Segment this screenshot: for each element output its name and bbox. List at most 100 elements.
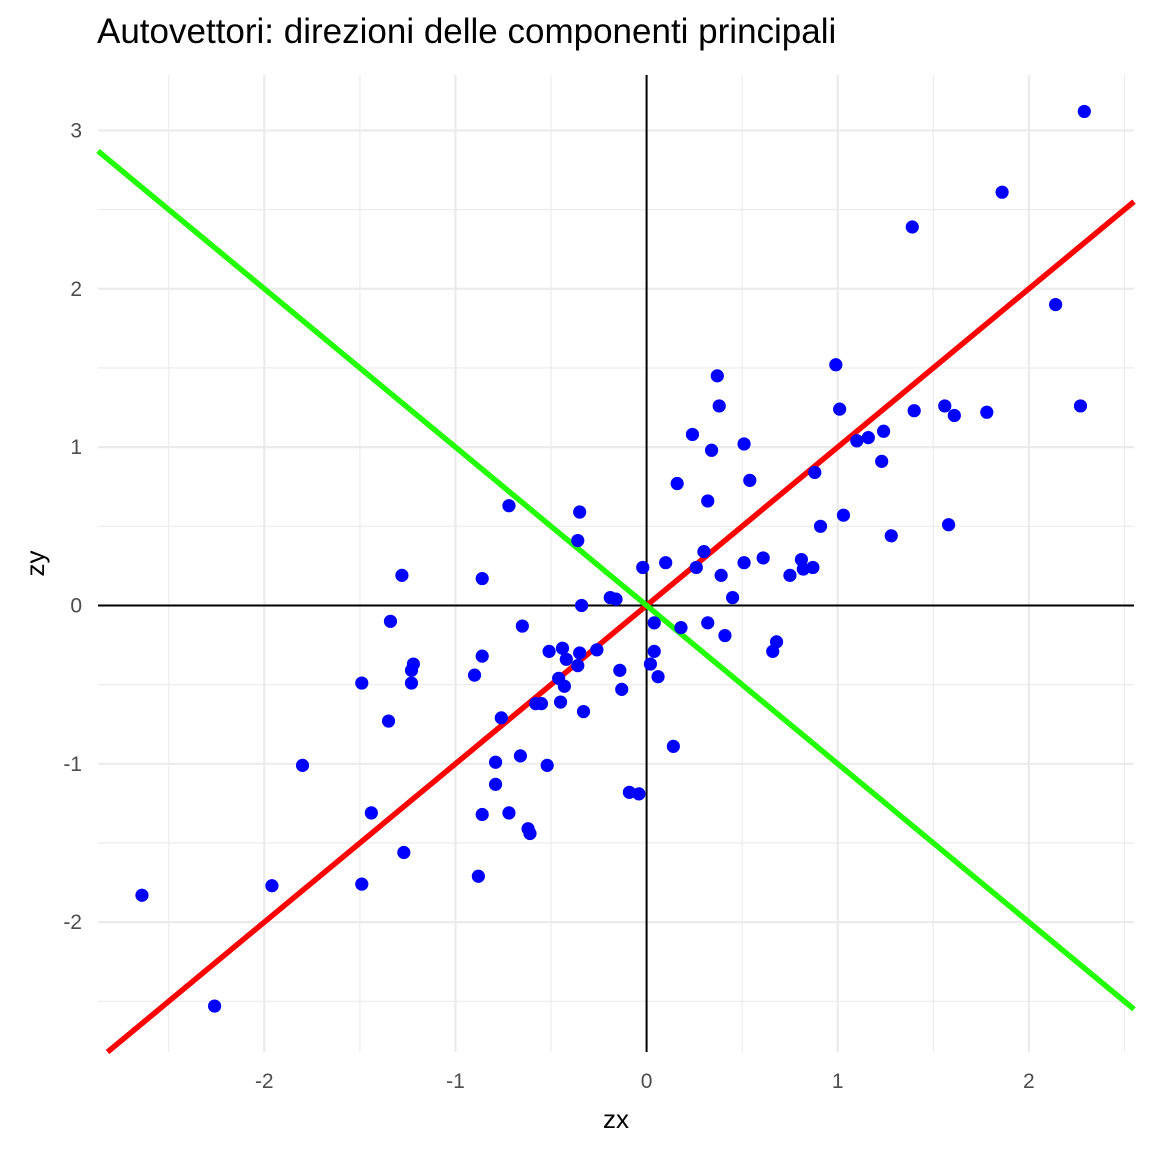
data-point — [875, 454, 889, 468]
data-point — [947, 408, 961, 423]
data-point — [697, 545, 711, 559]
data-point — [355, 877, 369, 891]
data-point — [395, 568, 409, 582]
data-point — [397, 845, 411, 860]
data-point — [573, 646, 587, 660]
data-point — [404, 676, 419, 690]
x-tick-label: -1 — [446, 1070, 465, 1093]
eigenvector-line-2 — [96, 148, 1136, 1012]
data-point — [808, 465, 822, 480]
data-point — [513, 749, 528, 763]
data-point — [559, 652, 573, 666]
data-point — [574, 598, 589, 613]
data-point — [737, 437, 751, 451]
data-point — [1049, 298, 1063, 312]
data-point — [471, 869, 485, 883]
data-point — [829, 358, 843, 372]
data-point — [674, 621, 688, 635]
x-axis-title: zx — [603, 1104, 629, 1134]
data-point — [794, 552, 809, 567]
data-point — [475, 649, 489, 663]
data-point — [295, 758, 310, 772]
grid-minor — [98, 75, 1134, 1052]
data-point — [756, 551, 770, 565]
data-point — [207, 999, 222, 1013]
data-point — [555, 641, 570, 655]
data-point — [475, 571, 489, 586]
data-point — [467, 668, 482, 682]
data-point — [938, 399, 952, 413]
data-point — [571, 533, 585, 548]
data-point — [941, 518, 956, 532]
data-point — [613, 663, 627, 677]
y-tick-label: -2 — [63, 911, 82, 934]
data-point — [884, 529, 898, 543]
data-point — [404, 663, 419, 677]
data-point — [701, 494, 715, 508]
data-point — [861, 431, 875, 445]
data-point — [636, 560, 650, 575]
data-point — [701, 616, 715, 630]
data-point — [850, 434, 864, 448]
data-point — [609, 592, 623, 606]
data-point — [135, 888, 149, 902]
data-point — [685, 427, 700, 442]
data-point — [488, 755, 503, 769]
y-axis-title: zy — [20, 551, 50, 577]
data-point — [515, 619, 529, 633]
data-point — [1073, 399, 1088, 413]
data-point — [666, 739, 680, 753]
data-point — [737, 556, 751, 570]
x-tick-label: 1 — [832, 1070, 844, 1093]
data-point — [557, 679, 571, 693]
data-point — [833, 402, 847, 416]
data-point — [995, 185, 1009, 199]
data-point — [542, 644, 556, 658]
plot-panel — [98, 75, 1134, 1052]
y-axis-ticks: -2 -1 0 1 2 3 — [63, 119, 82, 934]
data-point — [364, 806, 378, 820]
data-point — [689, 560, 703, 575]
data-point — [877, 424, 891, 438]
data-point — [529, 697, 543, 711]
data-point — [659, 556, 673, 570]
data-point — [494, 711, 508, 725]
x-tick-label: 2 — [1023, 1070, 1035, 1093]
y-tick-label: 0 — [70, 594, 82, 617]
y-tick-label: 3 — [70, 119, 82, 142]
direction-lines — [96, 148, 1136, 1055]
y-tick-label: 1 — [70, 436, 82, 459]
data-point — [980, 405, 994, 419]
data-point — [553, 695, 568, 709]
data-point — [355, 676, 369, 690]
y-tick-label: -1 — [63, 753, 82, 776]
data-point — [475, 807, 489, 822]
data-point — [712, 399, 726, 413]
data-point — [651, 670, 665, 684]
data-point — [265, 879, 279, 893]
data-point — [710, 369, 724, 383]
y-tick-label: 2 — [70, 278, 82, 301]
x-tick-label: -2 — [255, 1070, 274, 1093]
data-point — [488, 777, 503, 791]
data-point — [1077, 104, 1091, 119]
data-point — [743, 473, 757, 487]
data-point — [704, 443, 719, 457]
data-point — [590, 643, 604, 657]
data-point — [502, 499, 516, 513]
data-point — [725, 590, 740, 605]
chart-title: Autovettori: direzioni delle componenti … — [97, 12, 837, 51]
data-point — [783, 568, 797, 582]
eigenvector-line-1 — [105, 199, 1136, 1055]
data-point — [643, 657, 658, 671]
data-point — [632, 787, 646, 801]
data-point — [615, 682, 629, 696]
data-point — [647, 644, 661, 658]
data-point — [523, 826, 537, 841]
data-point — [670, 476, 684, 491]
data-point — [647, 616, 661, 630]
data-point — [813, 519, 828, 533]
data-point — [907, 404, 921, 418]
data-point — [573, 505, 587, 519]
data-point — [571, 659, 585, 673]
